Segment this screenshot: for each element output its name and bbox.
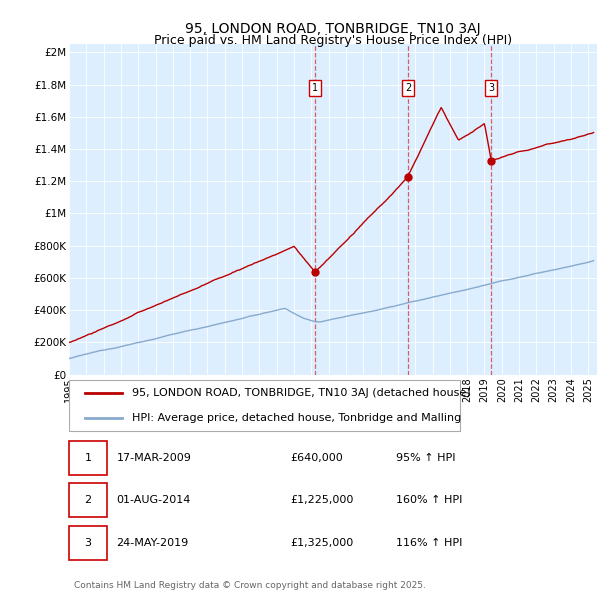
Text: £1,325,000: £1,325,000 xyxy=(291,538,354,548)
Text: 95, LONDON ROAD, TONBRIDGE, TN10 3AJ: 95, LONDON ROAD, TONBRIDGE, TN10 3AJ xyxy=(185,22,481,37)
Text: HPI: Average price, detached house, Tonbridge and Malling: HPI: Average price, detached house, Tonb… xyxy=(133,413,461,423)
Text: Price paid vs. HM Land Registry's House Price Index (HPI): Price paid vs. HM Land Registry's House … xyxy=(154,34,512,47)
Text: 3: 3 xyxy=(85,538,92,548)
Text: 24-MAY-2019: 24-MAY-2019 xyxy=(116,538,189,548)
FancyBboxPatch shape xyxy=(69,526,107,560)
Text: £640,000: £640,000 xyxy=(291,453,344,463)
Text: 160% ↑ HPI: 160% ↑ HPI xyxy=(397,496,463,505)
Text: 116% ↑ HPI: 116% ↑ HPI xyxy=(397,538,463,548)
Text: 01-AUG-2014: 01-AUG-2014 xyxy=(116,496,191,505)
FancyBboxPatch shape xyxy=(69,483,107,517)
Text: 17-MAR-2009: 17-MAR-2009 xyxy=(116,453,191,463)
Text: 3: 3 xyxy=(488,83,494,93)
Text: Contains HM Land Registry data © Crown copyright and database right 2025.
This d: Contains HM Land Registry data © Crown c… xyxy=(74,581,426,590)
Text: 1: 1 xyxy=(312,83,318,93)
Text: 1: 1 xyxy=(85,453,92,463)
FancyBboxPatch shape xyxy=(69,441,107,475)
Text: 95, LONDON ROAD, TONBRIDGE, TN10 3AJ (detached house): 95, LONDON ROAD, TONBRIDGE, TN10 3AJ (de… xyxy=(133,388,471,398)
Text: £1,225,000: £1,225,000 xyxy=(291,496,354,505)
Text: 2: 2 xyxy=(405,83,411,93)
Text: 95% ↑ HPI: 95% ↑ HPI xyxy=(397,453,456,463)
Text: 2: 2 xyxy=(85,496,92,505)
FancyBboxPatch shape xyxy=(69,380,460,431)
